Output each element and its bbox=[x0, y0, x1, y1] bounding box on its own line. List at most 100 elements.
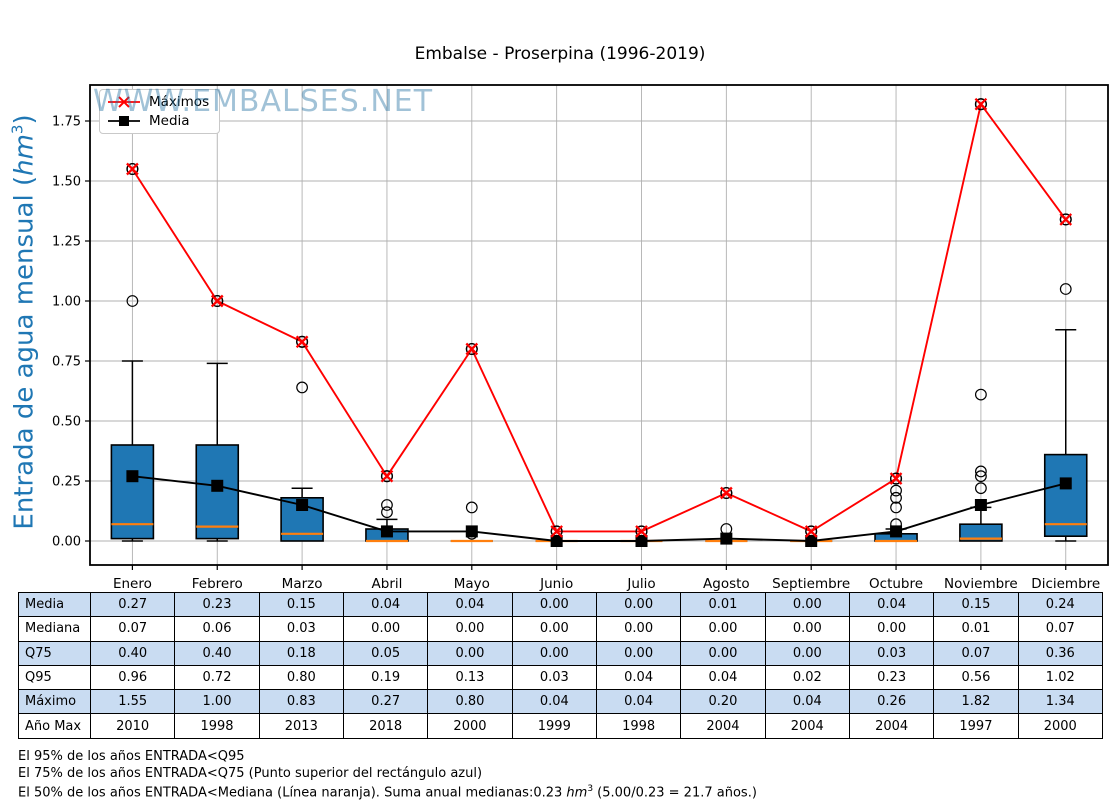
legend-label-maximos: Máximos bbox=[149, 94, 210, 110]
media-marker bbox=[974, 499, 987, 511]
table-row: Media 0.27 0.23 0.15 0.04 0.04 0.00 0.00 0.01 0.0… bbox=[18, 591, 1103, 618]
table-cell: 0.04 bbox=[342, 591, 429, 618]
table-cell: 2004 bbox=[680, 713, 766, 739]
table-cell: 0.24 bbox=[1017, 591, 1103, 618]
maximos-marker bbox=[635, 525, 648, 538]
table-cell: 0.80 bbox=[258, 664, 344, 691]
x-tick-label: Noviembre bbox=[944, 576, 1018, 592]
table-cell: 0.00 bbox=[511, 616, 597, 642]
outlier-marker bbox=[890, 491, 902, 504]
outlier-marker bbox=[381, 499, 393, 511]
media-marker bbox=[890, 525, 903, 538]
y-tick-label: 0.75 bbox=[52, 355, 81, 370]
table-cell: 2018 bbox=[342, 713, 429, 739]
footnote-mediana: El 50% de los años ENTRADA<Mediana (Líne… bbox=[18, 784, 757, 801]
table-cell: 0.15 bbox=[933, 591, 1019, 618]
table-cell: 0.03 bbox=[848, 640, 935, 666]
maximos-outlier-ring bbox=[126, 162, 139, 176]
maximos-outlier-ring bbox=[974, 98, 987, 111]
table-cell: 0.04 bbox=[595, 664, 682, 691]
maximos-marker bbox=[126, 162, 139, 176]
maximos-marker bbox=[380, 469, 394, 483]
row-header: Q95 bbox=[18, 664, 91, 691]
table-cell: 0.18 bbox=[258, 640, 344, 666]
maximos-marker bbox=[550, 525, 563, 538]
table-cell: 0.00 bbox=[680, 640, 766, 666]
maximos-outlier-ring bbox=[380, 470, 394, 483]
table-cell: 0.19 bbox=[342, 664, 429, 691]
media-marker bbox=[635, 535, 648, 547]
footnote-q75: El 75% de los años ENTRADA<Q75 (Punto su… bbox=[18, 766, 483, 781]
boxplot-box bbox=[110, 444, 155, 540]
maximos-outlier-ring bbox=[1059, 213, 1072, 226]
legend-item-media: Media bbox=[107, 113, 209, 129]
table-cell: 0.04 bbox=[848, 591, 935, 618]
media-marker bbox=[1059, 477, 1072, 490]
table-cell: 0.03 bbox=[511, 664, 597, 691]
outlier-marker bbox=[975, 388, 987, 401]
row-header: Mediana bbox=[18, 616, 91, 642]
x-tick-label: Septiembre bbox=[772, 576, 850, 592]
outlier-marker bbox=[890, 501, 902, 514]
table-cell: 1999 bbox=[511, 713, 597, 739]
table-cell: 0.00 bbox=[680, 616, 766, 642]
outlier-marker bbox=[975, 482, 987, 495]
x-tick-label: Julio bbox=[626, 576, 655, 592]
table-cell: 0.96 bbox=[89, 664, 176, 691]
table-row: Q95 0.96 0.72 0.80 0.19 0.13 0.03 0.04 0.04 0.02 0… bbox=[18, 664, 1103, 691]
boxplot-box bbox=[1043, 453, 1088, 538]
table-cell: 0.40 bbox=[89, 640, 176, 666]
table-cell: 0.80 bbox=[427, 689, 513, 715]
maximos-marker bbox=[720, 486, 733, 500]
table-row: Máximo 1.55 1.00 0.83 0.27 0.80 0.04 0.04 0.20 0.… bbox=[18, 689, 1103, 715]
outlier-marker bbox=[126, 295, 139, 307]
table-cell: 1.82 bbox=[933, 689, 1019, 715]
stats-table: Media 0.27 0.23 0.15 0.04 0.04 0.00 0.00 0.01 0.0… bbox=[18, 591, 1103, 739]
table-row: Año Max 2010 1998 2013 2018 2000 1999 1998 2004 2… bbox=[18, 713, 1103, 739]
outlier-marker bbox=[975, 470, 987, 483]
table-cell: 0.23 bbox=[174, 591, 260, 618]
table-cell: 2000 bbox=[1017, 713, 1103, 739]
table-cell: 0.04 bbox=[680, 664, 766, 691]
table-cell: 2000 bbox=[427, 713, 513, 739]
maximos-line-x-icon bbox=[108, 96, 140, 108]
plot-area: 0.00 0.25 0.50 0.75 1.00 1.25 1.50 1.75 Enero Feb… bbox=[52, 84, 1109, 592]
maximos-marker bbox=[974, 97, 988, 111]
table-row: Q75 0.40 0.40 0.18 0.05 0.00 0.00 0.00 0.00 0.00 0… bbox=[18, 640, 1103, 666]
table-cell: 0.20 bbox=[680, 689, 766, 715]
legend-item-maximos: Máximos bbox=[107, 94, 209, 110]
maximos-marker bbox=[889, 472, 903, 485]
maximos-outlier-ring bbox=[296, 335, 309, 348]
media-marker bbox=[380, 525, 393, 538]
table-cell: 1.00 bbox=[174, 689, 260, 715]
outlier-marker bbox=[296, 381, 309, 394]
table-cell: 0.00 bbox=[595, 591, 682, 618]
media-line bbox=[132, 475, 1066, 542]
media-marker bbox=[296, 499, 309, 511]
media-marker bbox=[465, 525, 478, 538]
table-cell: 0.00 bbox=[848, 616, 935, 642]
maximos-line bbox=[131, 101, 1067, 533]
table-cell: 0.04 bbox=[764, 689, 850, 715]
table-cell: 0.36 bbox=[1017, 640, 1103, 666]
y-tick-label: 1.25 bbox=[52, 235, 81, 250]
x-tick-label: Abril bbox=[372, 576, 403, 592]
table-cell: 2010 bbox=[89, 713, 176, 739]
maximos-marker bbox=[804, 525, 818, 538]
table-cell: 0.01 bbox=[933, 616, 1019, 642]
table-cell: 0.00 bbox=[427, 640, 513, 666]
table-cell: 0.15 bbox=[258, 591, 344, 618]
media-line-square-icon bbox=[108, 116, 140, 126]
maximos-outlier-ring bbox=[465, 342, 478, 356]
table-cell: 0.83 bbox=[258, 689, 344, 715]
media-marker bbox=[126, 470, 139, 483]
y-tick-label: 1.75 bbox=[52, 115, 81, 130]
table-cell: 0.00 bbox=[595, 616, 682, 642]
media-marker bbox=[720, 532, 733, 545]
table-cell: 1.02 bbox=[1017, 664, 1103, 691]
table-cell: 0.00 bbox=[764, 591, 850, 618]
table-cell: 0.23 bbox=[848, 664, 935, 691]
table-cell: 0.04 bbox=[427, 591, 513, 618]
chart-title: Embalse - Proserpina (1996-2019) bbox=[414, 44, 706, 64]
